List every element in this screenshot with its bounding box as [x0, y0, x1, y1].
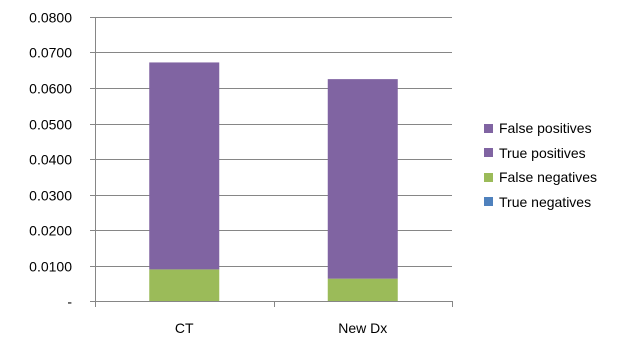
- legend-swatch: [484, 172, 493, 182]
- legend-item-false-positives: False positives: [484, 116, 597, 141]
- y-tick-label: 0.0500: [29, 117, 72, 133]
- legend-label: False positives: [499, 120, 592, 137]
- legend-swatch: [484, 123, 493, 133]
- x-axis-tick-labels: CT New Dx: [175, 320, 387, 336]
- axes: [95, 17, 453, 307]
- y-tick-label: 0.0700: [29, 45, 72, 61]
- bars: [149, 62, 398, 301]
- y-tick-label: 0.0400: [29, 152, 72, 168]
- y-tick-label: 0.0600: [29, 81, 72, 97]
- x-tick-label: New Dx: [338, 320, 387, 336]
- legend-swatch: [484, 197, 493, 207]
- legend: False positives True positives False negat…: [484, 116, 597, 214]
- y-tick-label: -: [67, 294, 72, 310]
- legend-label: True negatives: [499, 193, 592, 210]
- legend-item-false-negatives: False negatives: [484, 165, 597, 190]
- bar-segment-true-positives: [149, 62, 220, 270]
- bar-segment-false-negatives: [327, 278, 398, 301]
- bar-segment-false-negatives: [149, 269, 220, 301]
- y-axis-tick-labels: - 0.0100 0.0200 0.0300 0.0400 0.0500 0.0600 0.0…: [29, 10, 72, 310]
- y-tick-label: 0.0200: [29, 223, 72, 239]
- y-tick-label: 0.0300: [29, 188, 72, 204]
- bar-segment-true-positives: [327, 79, 398, 279]
- y-tick-label: 0.0800: [29, 10, 72, 26]
- legend-swatch: [484, 148, 493, 158]
- legend-item-true-negatives: True negatives: [484, 190, 597, 215]
- legend-label: True positives: [499, 144, 586, 161]
- y-tick-label: 0.0100: [29, 259, 72, 275]
- legend-label: False negatives: [499, 169, 598, 186]
- legend-item-true-positives: True positives: [484, 141, 597, 166]
- x-tick-label: CT: [175, 320, 194, 336]
